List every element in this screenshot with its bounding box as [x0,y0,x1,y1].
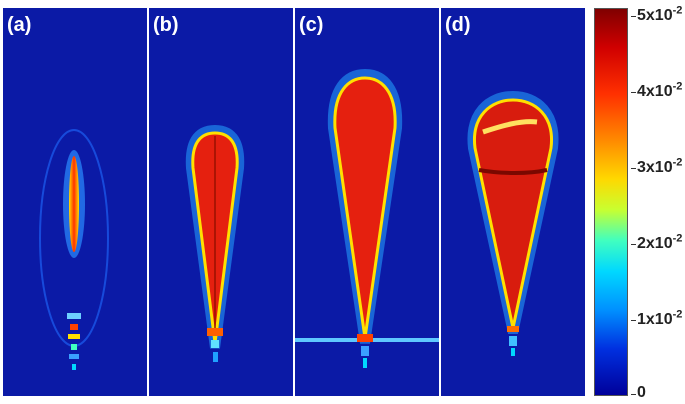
panel-d: (d) [441,8,585,396]
colorbar-tick [631,244,636,245]
colorbar-tick-label: 0 [637,384,646,401]
colorbar [594,8,628,396]
colorbar-tick-label: 2x10-2 [637,232,683,252]
panel-b: (b) [149,8,293,396]
colorbar-tick-label: 5x10-2 [637,4,683,24]
colorbar-tick [631,320,636,321]
colorbar-tick [631,168,636,169]
panel-a-image [39,129,109,370]
panel-c: (c) [295,8,439,396]
panel-c-image [295,68,439,368]
colorbar-tick-label: 4x10-2 [637,80,683,100]
colorbar-tick [631,16,636,17]
panel-d-label: (d) [445,14,471,36]
panel-b-image [185,124,245,362]
colorbar-tick-label: 1x10-2 [637,308,683,328]
panel-b-label: (b) [153,14,179,36]
panel-d-image [467,90,559,356]
panel-a-label: (a) [7,14,32,36]
colorbar-tick [631,92,636,93]
panel-c-label: (c) [299,14,324,36]
colorbar-tick-label: 3x10-2 [637,156,683,176]
colorbar-tick [631,394,636,395]
panel-a: (a) [3,8,147,396]
